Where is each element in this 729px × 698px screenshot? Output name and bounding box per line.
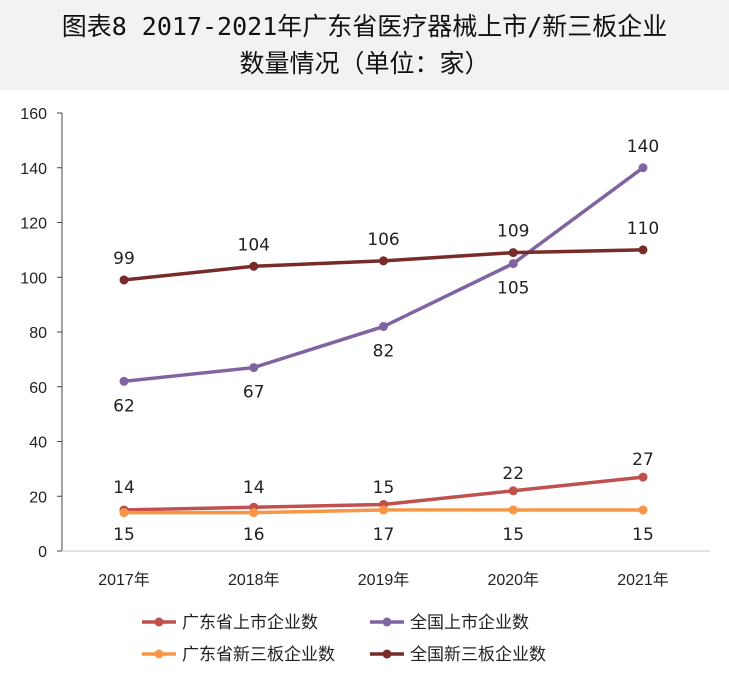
data-label: 140 xyxy=(627,137,659,157)
title-line-1: 图表8 2017-2021年广东省医疗器械上市/新三板企业 xyxy=(61,12,668,41)
chart-title: 图表8 2017-2021年广东省医疗器械上市/新三板企业 数量情况（单位：家） xyxy=(0,0,729,90)
data-label: 14 xyxy=(243,478,265,498)
data-point xyxy=(249,261,259,271)
data-point xyxy=(249,363,259,373)
data-point xyxy=(508,505,518,515)
x-tick-label: 2019年 xyxy=(358,571,410,589)
data-label: 82 xyxy=(373,342,395,362)
data-label: 14 xyxy=(113,478,135,498)
data-label: 15 xyxy=(113,525,135,545)
data-label: 22 xyxy=(502,464,524,484)
legend-marker-icon xyxy=(382,617,392,627)
data-point xyxy=(638,472,648,482)
data-label: 106 xyxy=(367,230,399,250)
x-tick-label: 2017年 xyxy=(98,571,150,589)
legend-label: 全国新三板企业数 xyxy=(410,645,546,665)
data-label: 67 xyxy=(243,383,265,403)
data-label: 15 xyxy=(502,525,524,545)
data-label: 110 xyxy=(627,219,659,239)
legend-marker-icon xyxy=(382,649,392,659)
data-point xyxy=(638,245,648,255)
data-point xyxy=(638,163,648,173)
data-label: 105 xyxy=(497,279,529,299)
data-label: 104 xyxy=(238,235,270,255)
data-point xyxy=(119,376,129,386)
y-tick-label: 80 xyxy=(29,325,47,342)
data-point xyxy=(119,275,129,285)
y-tick-label: 100 xyxy=(20,270,47,287)
data-point xyxy=(508,486,518,496)
data-label: 109 xyxy=(497,222,529,242)
data-label: 62 xyxy=(113,396,135,416)
data-point xyxy=(638,505,648,515)
legend-label: 广东省新三板企业数 xyxy=(182,645,335,665)
y-tick-label: 140 xyxy=(20,161,47,178)
data-point xyxy=(379,256,388,266)
data-label: 99 xyxy=(113,249,135,269)
x-tick-label: 2021年 xyxy=(617,571,669,589)
y-tick-label: 60 xyxy=(29,380,47,397)
x-tick-label: 2020年 xyxy=(487,571,539,589)
legend-label: 广东省上市企业数 xyxy=(182,613,318,633)
data-label: 15 xyxy=(632,525,654,545)
legend-label: 全国上市企业数 xyxy=(410,613,529,633)
legend-marker-icon xyxy=(154,617,164,627)
y-tick-label: 120 xyxy=(20,216,47,233)
data-point xyxy=(249,508,259,518)
data-point xyxy=(379,322,388,332)
y-tick-label: 0 xyxy=(38,544,47,561)
data-point xyxy=(119,508,129,518)
title-line-2: 数量情况（单位：家） xyxy=(239,49,490,78)
data-label: 15 xyxy=(373,478,395,498)
data-point xyxy=(508,248,518,258)
y-tick-label: 40 xyxy=(29,435,47,452)
y-tick-label: 20 xyxy=(29,489,47,506)
y-tick-label: 160 xyxy=(20,106,47,123)
data-point xyxy=(379,505,388,515)
legend-marker-icon xyxy=(154,649,164,659)
x-tick-label: 2018年 xyxy=(228,571,280,589)
data-label: 27 xyxy=(632,450,654,470)
data-point xyxy=(508,259,518,269)
data-label: 16 xyxy=(243,525,265,545)
data-label: 17 xyxy=(373,525,395,545)
